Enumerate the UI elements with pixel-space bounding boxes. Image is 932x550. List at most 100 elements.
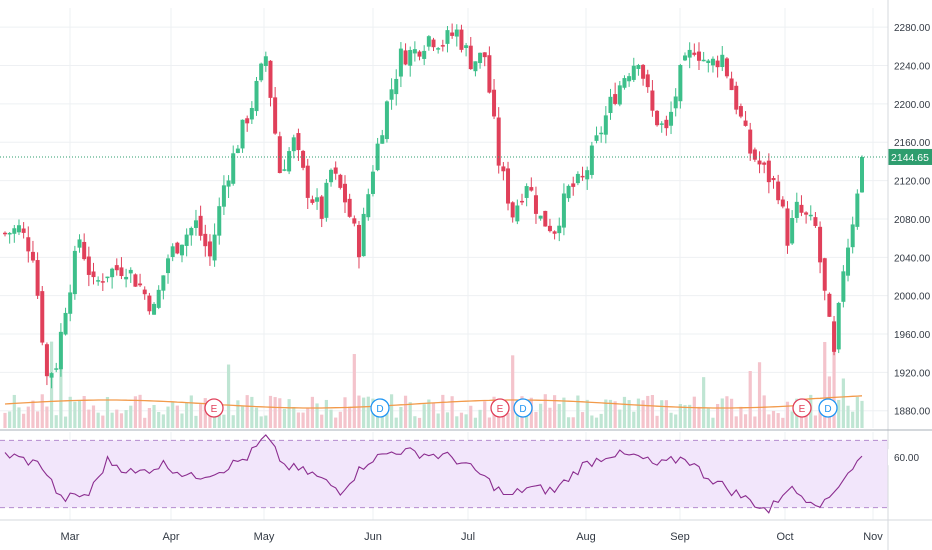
volume-bar	[604, 399, 608, 428]
volume-bar	[785, 401, 790, 428]
price-tick-label: 2120.00	[894, 177, 931, 188]
volume-bar	[431, 402, 436, 428]
volume-bars	[3, 341, 864, 428]
volume-bar	[366, 396, 370, 428]
candle-body	[762, 162, 767, 165]
volume-bar	[748, 371, 752, 428]
candle-body	[673, 96, 678, 109]
volume-bar	[385, 405, 389, 428]
candle-body	[575, 173, 580, 184]
volume-bar	[767, 414, 771, 428]
candle-body	[277, 136, 282, 174]
volume-bar	[813, 415, 818, 428]
candle-body	[263, 56, 268, 67]
volume-bar	[199, 402, 203, 428]
candle-body	[384, 101, 389, 140]
candle-body	[44, 344, 49, 377]
candle-body	[506, 168, 511, 204]
candle-body	[627, 76, 632, 82]
volume-bar	[688, 404, 692, 428]
month-tick-label: Sep	[670, 531, 690, 543]
candle-body	[529, 187, 534, 191]
event-marker-dividend[interactable]	[818, 398, 838, 418]
candle-body	[659, 123, 664, 125]
month-tick-label: Jul	[461, 531, 475, 543]
price-tick-label: 1920.00	[894, 368, 931, 379]
volume-bar	[403, 395, 408, 428]
month-tick-label: Mar	[61, 531, 80, 543]
volume-bar	[278, 398, 282, 428]
candle-body	[496, 117, 501, 166]
volume-bar	[212, 417, 217, 428]
volume-bar	[157, 412, 161, 428]
event-marker-earnings[interactable]	[792, 398, 812, 418]
candle-body	[436, 48, 441, 50]
candle-body	[412, 49, 417, 54]
volume-bar	[543, 394, 547, 428]
candle-body	[7, 232, 12, 235]
candle-body	[329, 169, 334, 183]
volume-bar	[320, 414, 324, 428]
volume-bar	[860, 400, 864, 428]
candle-body	[30, 251, 35, 261]
volume-bar	[580, 412, 585, 428]
volume-bar	[669, 412, 673, 428]
volume-bar	[599, 413, 603, 428]
volume-bar	[203, 398, 207, 428]
volume-bar	[259, 416, 263, 428]
candle-body	[124, 276, 129, 280]
candle-body	[100, 281, 105, 283]
candle-body	[291, 137, 296, 152]
candle-body	[450, 32, 455, 36]
volume-bar	[711, 417, 715, 428]
volume-bar	[771, 410, 776, 428]
volume-bar	[250, 396, 254, 428]
volume-bar	[455, 416, 459, 428]
volume-bar	[8, 411, 12, 428]
candle-body	[217, 206, 222, 236]
month-tick-label: Jun	[364, 531, 382, 543]
candle-body	[808, 214, 813, 217]
volume-bar	[324, 399, 328, 428]
candle-body	[547, 225, 552, 232]
candle-body	[319, 196, 324, 219]
month-tick-label: Nov	[863, 531, 883, 543]
price-tick-label: 2280.00	[894, 23, 931, 34]
candle-body	[193, 220, 198, 228]
rsi-band-fill	[0, 440, 888, 508]
event-marker-dividend[interactable]	[370, 398, 390, 418]
candle-body	[12, 228, 17, 234]
candle-body	[72, 250, 77, 295]
candle-body	[394, 78, 399, 95]
candle-body	[370, 171, 375, 194]
volume-bar	[101, 415, 105, 428]
candle-body	[105, 276, 110, 279]
event-marker-earnings[interactable]	[204, 398, 224, 418]
candle-body	[710, 58, 715, 66]
volume-bar	[194, 415, 198, 428]
candle-body	[259, 63, 264, 81]
candle-body	[305, 165, 310, 198]
event-marker-dividend[interactable]	[513, 398, 533, 418]
candle-body	[352, 218, 357, 224]
volume-bar	[706, 407, 710, 428]
candle-body	[724, 58, 729, 77]
candle-body	[417, 51, 422, 57]
candle-body	[361, 213, 366, 257]
volume-bar	[63, 416, 68, 428]
volume-bar	[152, 404, 156, 428]
candle-body	[794, 201, 799, 218]
candle-body	[580, 175, 585, 178]
event-marker-earnings[interactable]	[490, 398, 510, 418]
candle-body	[860, 156, 864, 193]
candle-body	[464, 45, 469, 48]
volume-bar	[301, 412, 305, 428]
volume-bar	[445, 412, 450, 428]
volume-bar	[287, 399, 291, 428]
candle-body	[636, 65, 641, 69]
candle-body	[179, 244, 184, 256]
candle-body	[301, 150, 306, 168]
volume-bar	[26, 406, 30, 428]
